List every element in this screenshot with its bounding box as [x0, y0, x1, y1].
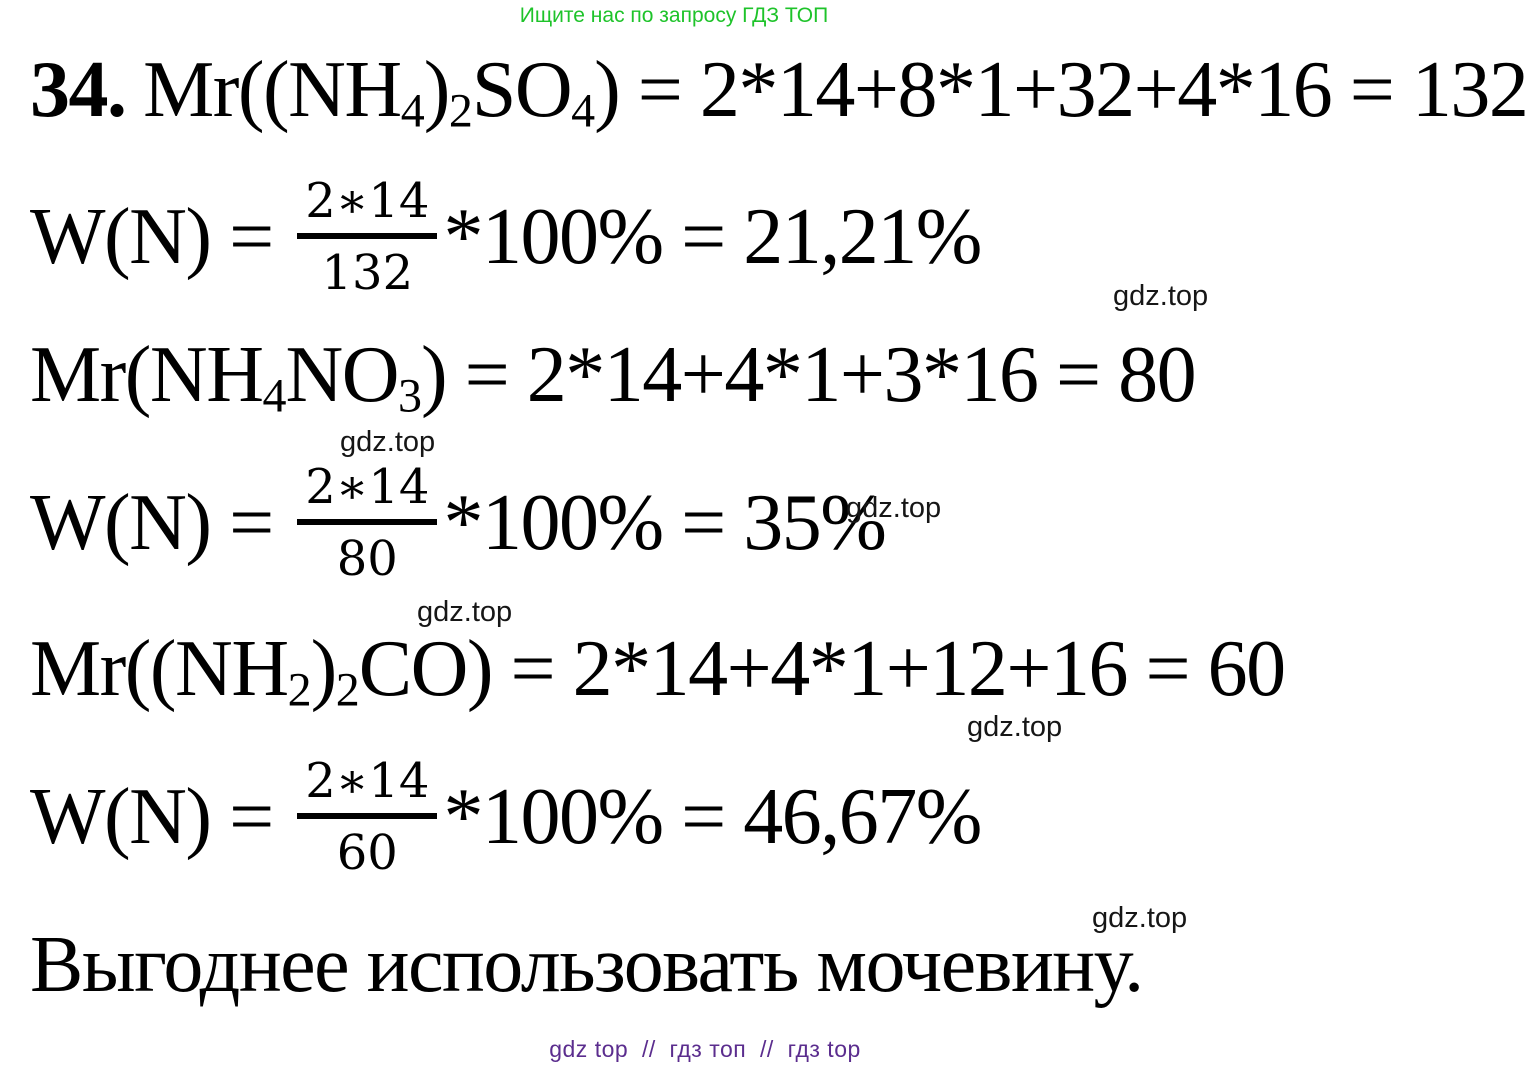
subscript: 4 — [262, 369, 286, 423]
subscript: 3 — [398, 369, 422, 423]
formula-text: W(N) = — [30, 772, 292, 861]
multiply-sign: * — [443, 478, 483, 567]
subscript: 2 — [448, 84, 473, 138]
fraction-denominator: 60 — [336, 825, 398, 881]
fraction-denominator: 132 — [321, 245, 414, 301]
formula-text: Mr((NH — [30, 625, 289, 713]
fraction-bar — [297, 519, 438, 525]
formula-text: SO — [471, 46, 573, 134]
fraction-numerator: 2∗14 — [305, 459, 430, 515]
fraction-bar — [297, 233, 438, 239]
equation-mr-ammonium-nitrate: Mr(NH4NO3) = 2*14+4*1+3*16 = 80 — [30, 330, 1197, 424]
formula-text: Mr(NH — [30, 331, 264, 419]
watermark-gdz-top: gdz.top — [967, 711, 1063, 743]
equation-w-nitrogen-nitrate: W(N) = 2∗14 80 * 100% = 35% — [30, 459, 887, 587]
promo-banner: Ищите нас по запросу ГДЗ ТОП — [519, 4, 829, 27]
fraction: 2∗14 80 — [297, 459, 438, 587]
fraction-bar — [297, 813, 438, 819]
fraction-numerator: 2∗14 — [305, 173, 430, 229]
formula-text: ) = 2*14+4*1+3*16 = 80 — [421, 331, 1197, 419]
formula-text: 100% = 21,21% — [481, 192, 982, 281]
equation-mr-urea: Mr((NH2)2CO) = 2*14+4*1+12+16 = 60 — [30, 624, 1286, 718]
watermark-gdz-top: gdz.top — [417, 596, 513, 628]
formula-text: 100% = 35% — [481, 478, 887, 567]
subscript: 2 — [287, 663, 312, 717]
watermark-gdz-top: gdz.top — [1092, 902, 1188, 934]
multiply-sign: * — [443, 192, 483, 281]
watermark-gdz-top: gdz.top — [340, 426, 436, 458]
problem-number: 34. — [30, 46, 127, 134]
equation-w-nitrogen-sulfate: W(N) = 2∗14 132 * 100% = 21,21% — [30, 173, 982, 301]
formula-text: 100% = 46,67% — [481, 772, 982, 861]
equation-mr-ammonium-sulfate: 34. Mr((NH4)2SO4) = 2*14+8*1+32+4*16 = 13… — [30, 45, 1529, 139]
watermark-gdz-top: gdz.top — [1113, 280, 1209, 312]
formula-text: W(N) = — [30, 478, 292, 567]
conclusion-text: Выгоднее использовать мочевину. — [30, 920, 1144, 1011]
formula-text: ) — [310, 625, 338, 713]
formula-text: ) — [423, 46, 451, 134]
subscript: 4 — [571, 84, 595, 138]
conclusion-sentence: Выгоднее использовать мочевину. — [30, 921, 1144, 1009]
formula-text: CO) = 2*14+4*1+12+16 = 60 — [358, 625, 1286, 713]
formula-text: ) = 2*14+8*1+32+4*16 = 132 — [594, 46, 1529, 134]
subscript: 2 — [335, 663, 360, 717]
fraction: 2∗14 132 — [297, 173, 438, 301]
fraction-denominator: 80 — [336, 531, 398, 587]
fraction: 2∗14 60 — [297, 753, 438, 881]
footer-brand-line: gdz top // гдз топ // гдз top — [549, 1036, 861, 1062]
formula-text: Mr((NH — [143, 46, 402, 134]
formula-text: NO — [285, 331, 399, 419]
watermark-gdz-top: gdz.top — [846, 492, 942, 524]
fraction-numerator: 2∗14 — [305, 753, 430, 809]
formula-text: W(N) = — [30, 192, 292, 281]
multiply-sign: * — [443, 772, 483, 861]
equation-w-nitrogen-urea: W(N) = 2∗14 60 * 100% = 46,67% — [30, 753, 982, 881]
subscript: 4 — [400, 84, 425, 138]
